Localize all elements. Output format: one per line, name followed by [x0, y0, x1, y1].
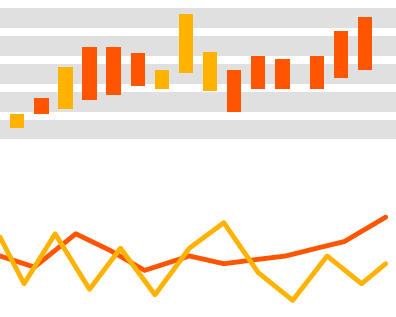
Bar	[0, 120, 396, 139]
Bar	[0, 92, 396, 112]
Bar	[10, 114, 25, 128]
Bar	[358, 17, 372, 70]
Bar	[34, 98, 49, 114]
Bar	[227, 70, 242, 112]
Bar	[0, 64, 396, 84]
Bar	[0, 36, 396, 56]
Text: PSAR    Williams %R    MFI: PSAR Williams %R MFI	[13, 149, 383, 173]
Bar	[107, 48, 121, 95]
Bar	[82, 48, 97, 100]
Text: Momentum: Momentum	[118, 179, 278, 204]
Bar	[310, 56, 324, 89]
Bar	[275, 59, 289, 89]
Bar	[179, 14, 193, 73]
Bar	[203, 52, 217, 91]
Bar	[131, 53, 145, 87]
Bar	[58, 67, 72, 109]
Bar	[334, 31, 348, 78]
Bar	[251, 56, 265, 89]
Bar	[0, 8, 396, 28]
Bar	[154, 70, 169, 89]
